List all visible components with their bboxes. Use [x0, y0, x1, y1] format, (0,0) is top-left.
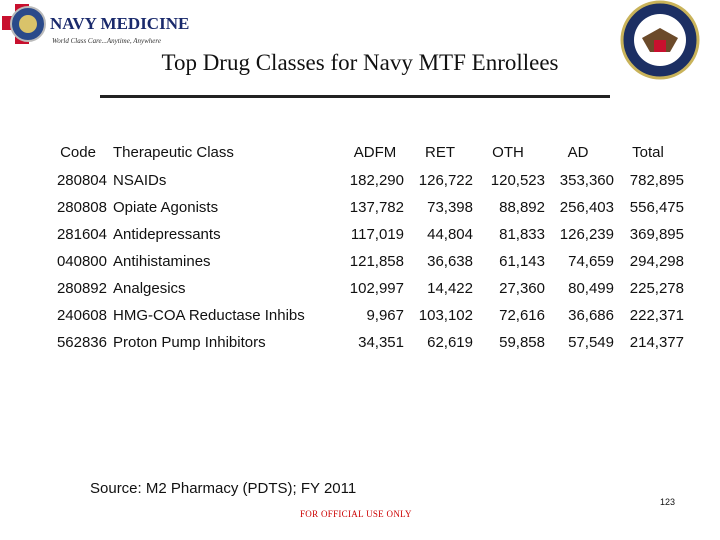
column-header: Therapeutic Class [113, 144, 234, 161]
table-cell: 126,722 [418, 172, 473, 189]
table-cell: 117,019 [350, 226, 404, 243]
table-cell: 59,858 [499, 334, 545, 351]
table-cell: 256,403 [559, 199, 614, 216]
table-cell: 126,239 [559, 226, 614, 243]
table-cell: 9,967 [366, 307, 404, 324]
table-cell: 36,638 [427, 253, 473, 270]
table: Code Therapeutic Class ADFM RET OTH AD Total 28… [56, 144, 684, 351]
logos [2, 0, 700, 80]
table-cell: 73,398 [427, 199, 473, 216]
table-cell: 36,686 [568, 307, 614, 324]
logo-emblem-center [19, 15, 37, 33]
dod-seal-shield [654, 40, 666, 52]
column-header: AD [567, 144, 589, 161]
table-cell: 137,782 [349, 199, 404, 216]
table-cell: Antidepressants [113, 226, 221, 243]
table-cell: 57,549 [568, 334, 614, 351]
table-cell: 182,290 [349, 172, 404, 189]
table-cell: 81,833 [499, 226, 545, 243]
table-cell: NSAIDs [113, 172, 167, 189]
slide-title: Top Drug Classes for Navy MTF Enrollees [161, 50, 559, 75]
table-cell: 225,278 [629, 280, 684, 297]
logo-tagline: World Class Care...Anytime, Anywhere [52, 37, 161, 45]
column-header: RET [425, 144, 455, 161]
table-cell: 040800 [56, 253, 107, 270]
table-cell: 34,351 [358, 334, 404, 351]
table-cell: 103,102 [418, 307, 473, 324]
table-cell: 369,895 [629, 226, 684, 243]
table-cell: 120,523 [490, 172, 545, 189]
logo-text: NAVY MEDICINE [50, 14, 190, 33]
column-header: Code [60, 144, 96, 161]
table-cell: 782,895 [629, 172, 684, 189]
column-header: ADFM [353, 144, 397, 161]
table-cell: 80,499 [568, 280, 614, 297]
table-cell: 72,616 [499, 307, 545, 324]
table-cell: 44,804 [427, 226, 473, 243]
table-cell: 61,143 [499, 253, 545, 270]
table-cell: 121,858 [349, 253, 404, 270]
table-cell: 222,371 [629, 307, 684, 324]
table-cell: HMG-COA Reductase Inhibs [113, 307, 305, 324]
table-cell: 102,997 [349, 280, 404, 297]
table-cell: 353,360 [559, 172, 614, 189]
table-cell: 88,892 [499, 199, 545, 216]
table-cell: 562836 [56, 334, 107, 351]
column-header: OTH [492, 144, 524, 161]
table-cell: 214,377 [629, 334, 684, 351]
table-cell: 280808 [56, 199, 107, 216]
table-cell: 280804 [56, 172, 107, 189]
table-cell: 281604 [56, 226, 107, 243]
table-cell: Proton Pump Inhibitors [113, 334, 266, 351]
table-cell: 14,422 [427, 280, 473, 297]
table-cell: 556,475 [629, 199, 684, 216]
table-cell: Antihistamines [113, 253, 211, 270]
page-number: 123 [660, 497, 676, 507]
table-cell: 74,659 [568, 253, 614, 270]
table-cell: Opiate Agonists [113, 199, 219, 216]
column-header: Total [632, 144, 664, 161]
title-rule [100, 95, 610, 98]
table-cell: 27,360 [499, 280, 545, 297]
table-cell: 240608 [56, 307, 107, 324]
table-cell: 280892 [56, 280, 107, 297]
source-note: Source: M2 Pharmacy (PDTS); FY 2011 [90, 480, 357, 497]
table-cell: 62,619 [427, 334, 473, 351]
table-cell: Analgesics [113, 280, 186, 297]
table-cell: 294,298 [629, 253, 684, 270]
classification-marking: FOR OFFICIAL USE ONLY [300, 509, 412, 519]
